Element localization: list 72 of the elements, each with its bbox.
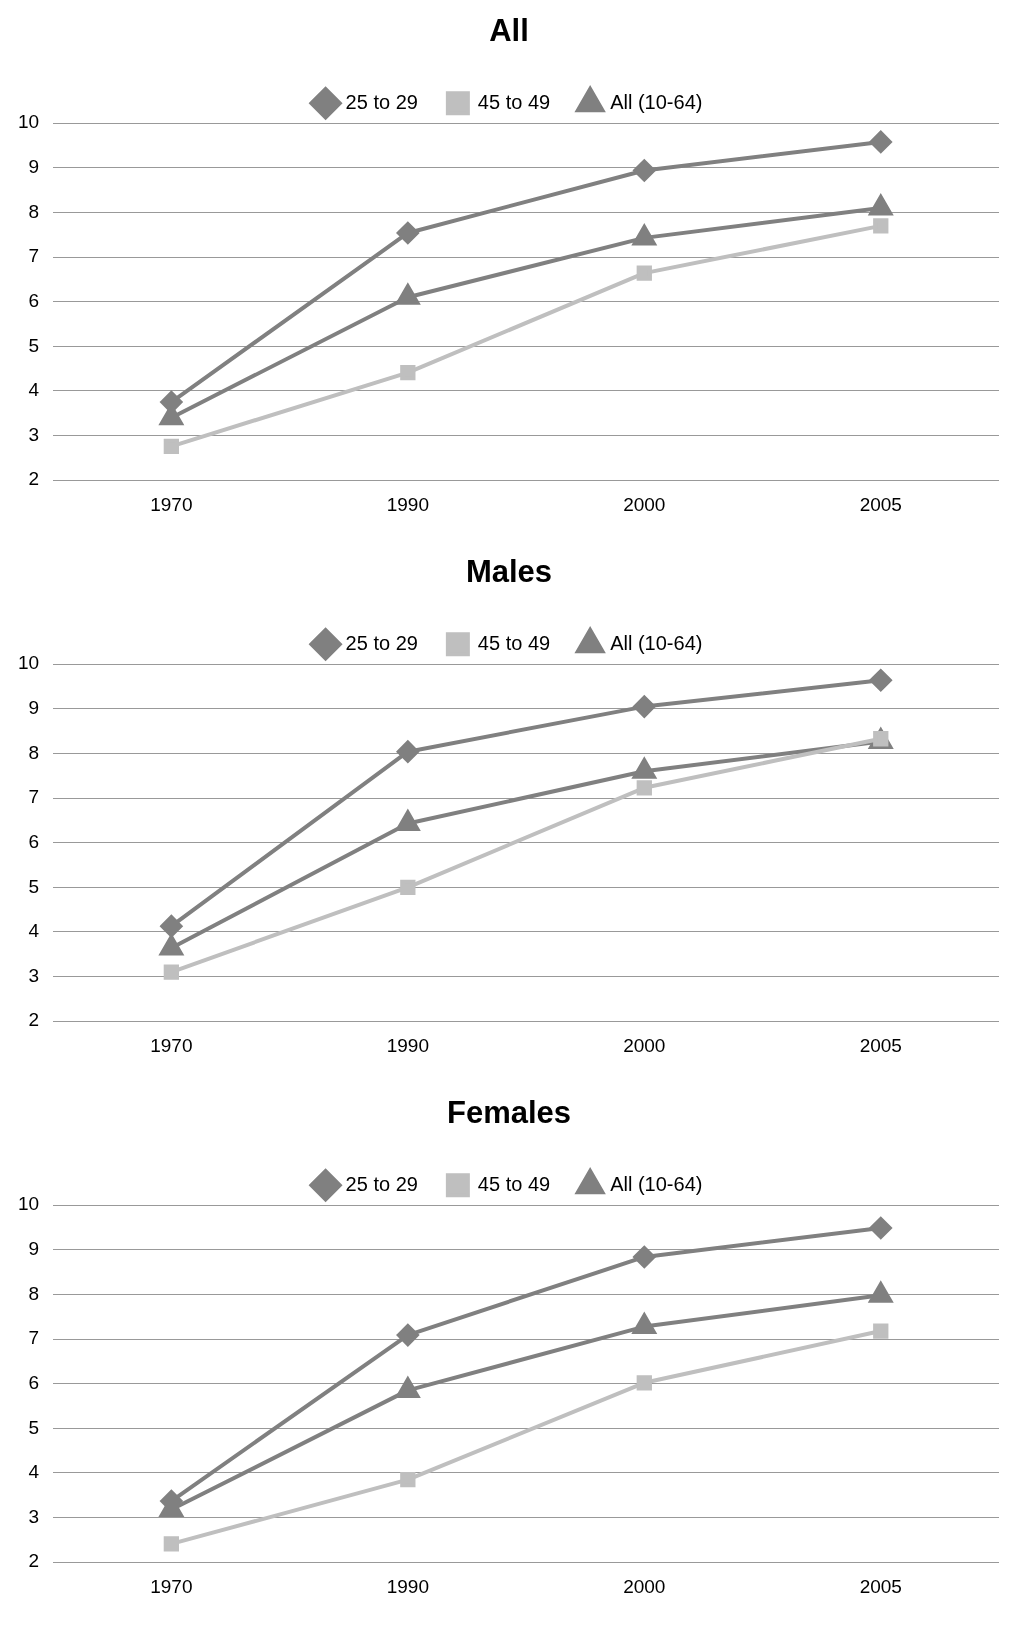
legend-label: 45 to 49 <box>477 1172 551 1195</box>
point <box>633 1245 656 1268</box>
x-tick-label: 1970 <box>150 493 193 515</box>
point <box>633 159 656 182</box>
y-tick-label: 6 <box>28 830 40 852</box>
point <box>396 740 419 763</box>
point <box>396 221 419 244</box>
point <box>636 1375 652 1391</box>
legend-label: All (10-64) <box>610 90 703 113</box>
y-tick-label: 8 <box>28 200 40 222</box>
y-tick-label: 4 <box>28 1461 40 1483</box>
y-tick-label: 2 <box>28 1550 40 1572</box>
point <box>869 130 892 153</box>
x-tick-label: 1990 <box>386 493 429 515</box>
y-tick-label: 2 <box>28 468 40 490</box>
point <box>869 669 892 692</box>
y-tick-label: 2 <box>28 1009 40 1031</box>
chart-title: All <box>489 13 529 49</box>
point <box>163 964 180 980</box>
chart-title: Males <box>465 554 553 590</box>
y-tick-label: 7 <box>28 245 40 267</box>
y-tick-label: 3 <box>28 964 40 986</box>
point <box>869 1216 892 1239</box>
y-tick-label: 7 <box>28 1327 40 1349</box>
legend-label: All (10-64) <box>610 1172 703 1195</box>
legend-label: 45 to 49 <box>477 90 551 113</box>
y-tick-label: 10 <box>17 652 40 674</box>
y-tick-label: 8 <box>28 741 40 763</box>
chart-title: Females <box>446 1095 572 1131</box>
y-tick-label: 5 <box>28 1416 40 1438</box>
y-tick-label: 9 <box>28 156 40 178</box>
point <box>163 1536 180 1552</box>
legend-label: 45 to 49 <box>477 631 551 654</box>
y-tick-label: 9 <box>28 1238 40 1260</box>
y-tick-label: 4 <box>28 379 40 401</box>
point <box>400 365 416 381</box>
point <box>400 879 416 895</box>
legend-label: 25 to 29 <box>345 1172 418 1195</box>
x-tick-label: 1970 <box>150 1034 193 1056</box>
point <box>873 1323 889 1339</box>
x-tick-label: 2000 <box>623 493 666 515</box>
y-tick-label: 6 <box>28 1371 40 1393</box>
point <box>636 780 652 796</box>
legend-label: 25 to 29 <box>345 631 418 654</box>
y-tick-label: 5 <box>28 875 40 897</box>
x-tick-label: 2000 <box>623 1034 666 1056</box>
point <box>633 695 656 718</box>
x-tick-label: 2005 <box>859 1575 902 1597</box>
point <box>396 1324 419 1347</box>
y-tick-label: 4 <box>28 920 40 942</box>
point <box>160 915 183 938</box>
legend-label: All (10-64) <box>610 631 703 654</box>
y-tick-label: 8 <box>28 1282 40 1304</box>
x-tick-label: 2005 <box>859 493 902 515</box>
y-tick-label: 6 <box>28 289 40 311</box>
y-tick-label: 7 <box>28 786 40 808</box>
x-tick-label: 2000 <box>623 1575 666 1597</box>
x-tick-label: 1990 <box>386 1575 429 1597</box>
y-tick-label: 3 <box>28 423 40 445</box>
y-tick-label: 9 <box>28 697 40 719</box>
point <box>163 438 180 454</box>
y-tick-label: 5 <box>28 334 40 356</box>
y-tick-label: 3 <box>28 1505 40 1527</box>
x-tick-label: 2005 <box>859 1034 902 1056</box>
x-tick-label: 1990 <box>386 1034 429 1056</box>
x-tick-label: 1970 <box>150 1575 193 1597</box>
legend-label: 25 to 29 <box>345 90 418 113</box>
point <box>873 218 889 234</box>
point <box>636 265 652 281</box>
y-tick-label: 10 <box>17 1193 40 1215</box>
point <box>400 1471 416 1488</box>
y-tick-label: 10 <box>17 111 40 133</box>
